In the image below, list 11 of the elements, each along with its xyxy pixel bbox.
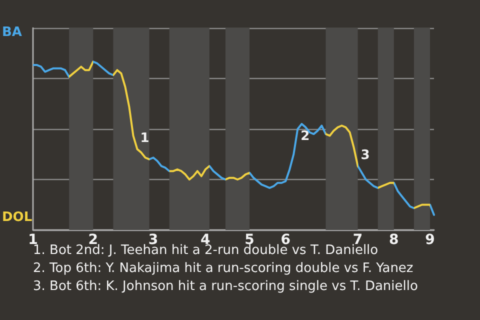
text: BA [2,25,22,40]
annotation: 2 [300,129,310,144]
x-tick-label: 9 [425,232,435,248]
annotation: 3 [360,148,370,164]
x-tick-label: 6 [280,232,291,248]
annotation: 1 [140,131,150,146]
x-tick-label: 3 [148,232,158,248]
text: 2. Top 6th: Y. Nakajima hit a run-scoring double vs F. Yanez [33,261,414,276]
text: DOL [2,210,32,225]
text: 3. Bot 6th: K. Johnson hit a run-scoring single vs T. Daniello [33,279,418,294]
x-tick-label: 8 [389,232,399,248]
